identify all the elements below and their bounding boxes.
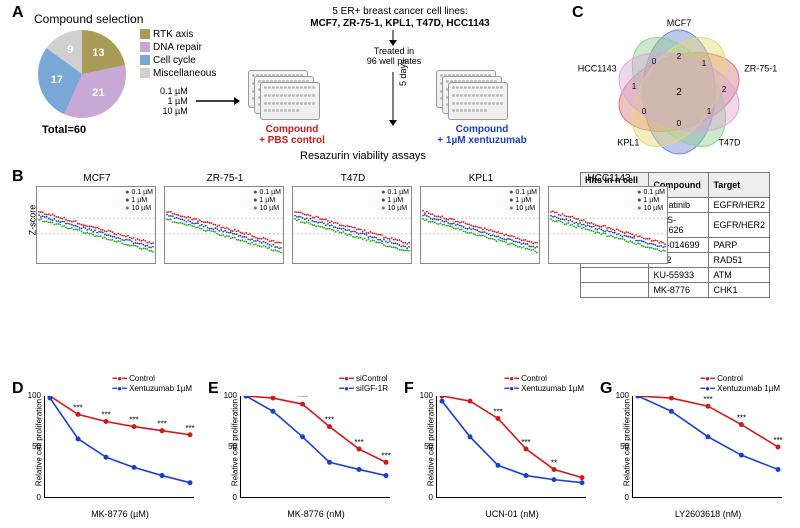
dose-legend: ● 0.1 µM● 1 µM● 10 µM: [125, 189, 153, 213]
plot-title: KPL1: [421, 173, 541, 184]
svg-text:2: 2: [722, 85, 727, 94]
panel-label-f: F: [404, 380, 414, 398]
pie-slice-value: 13: [90, 47, 106, 59]
assay-text: Resazurin viability assays: [300, 150, 426, 162]
svg-text:***: ***: [737, 414, 746, 423]
panel-label-g: G: [600, 380, 612, 398]
panel-label-b: B: [12, 168, 24, 186]
svg-text:***: ***: [325, 416, 334, 425]
pie-slice-value: 9: [62, 44, 78, 56]
y-axis-label: Z-score: [27, 205, 37, 236]
dose-legend: ● 0.1 µM● 1 µM● 10 µM: [253, 189, 281, 213]
svg-text:***: ***: [465, 396, 474, 399]
curve-legend: ━●━ Control━●━ Xentuzumab 1µM: [112, 374, 192, 394]
zscore-plot: ZR-75-1● 0.1 µM● 1 µM● 10 µM: [164, 186, 284, 264]
pie-slice-value: 21: [90, 87, 106, 99]
svg-text:***: ***: [703, 396, 712, 404]
arm2-l2: + 1µM xentuzumab: [437, 135, 526, 146]
svg-text:***: ***: [381, 451, 390, 460]
svg-text:MCF7: MCF7: [667, 18, 692, 28]
svg-text:***: ***: [521, 438, 530, 447]
cell-lines-heading: 5 ER+ breast cancer cell lines:: [270, 6, 530, 17]
arm1-l2: + PBS control: [259, 135, 325, 146]
curve-legend: ━●━ siControl━●━ siIGF-1R: [339, 374, 388, 394]
svg-text:***: ***: [354, 438, 363, 447]
venn-diagram: MCF7 ZR-75-1 T47D KPL1 HCC1143 2 0 1 0 1 2 0 1 2: [574, 14, 784, 164]
svg-text:***: ***: [101, 411, 110, 420]
svg-text:**: **: [551, 458, 557, 467]
svg-text:KPL1: KPL1: [617, 137, 639, 147]
curve-legend: ━●━ Control━●━ Xentuzumab 1µM: [700, 374, 780, 394]
svg-text:1: 1: [632, 82, 637, 91]
dose-legend: ● 0.1 µM● 1 µM● 10 µM: [509, 189, 537, 213]
plot-title: HCC1143: [549, 173, 669, 184]
x-axis-label: MK-8776 (µM): [45, 509, 195, 519]
days-text: 5 days: [398, 59, 408, 86]
zscore-plot: HCC1143● 0.1 µM● 1 µM● 10 µM: [548, 186, 668, 264]
arm1-l1: Compound: [266, 124, 319, 135]
x-axis-label: MK-8776 (nM): [241, 509, 391, 519]
dose-response-plot: Relative cell proliferationUCN-01 (nM)**…: [436, 396, 586, 498]
curve-legend: ━●━ Control━●━ Xentuzumab 1µM: [504, 374, 584, 394]
svg-text:0: 0: [642, 107, 647, 116]
arm1: Compound + PBS control: [252, 124, 332, 146]
panel-label-d: D: [12, 380, 24, 398]
svg-text:T47D: T47D: [719, 137, 742, 147]
arm2-l1: Compound: [456, 124, 509, 135]
dose-legend: ● 0.1 µM● 1 µM● 10 µM: [381, 189, 409, 213]
svg-text:ZR-75-1: ZR-75-1: [744, 64, 777, 74]
cell-lines: MCF7, ZR-75-1, KPL1, T47D, HCC1143: [270, 18, 530, 29]
treated-text: Treated in 96 well plates: [354, 46, 434, 66]
plot-title: ZR-75-1: [165, 173, 285, 184]
svg-text:0: 0: [677, 119, 682, 128]
legend-item: RTK axis: [140, 28, 216, 41]
svg-text:HCC1143: HCC1143: [578, 64, 617, 74]
svg-text:2: 2: [676, 87, 682, 98]
arrow-icon: [196, 96, 240, 106]
plot-title: T47D: [293, 173, 413, 184]
arm2: Compound + 1µM xentuzumab: [432, 124, 532, 146]
pie-legend: RTK axisDNA repairCell cycleMiscellaneou…: [140, 28, 216, 80]
svg-text:0: 0: [652, 57, 657, 66]
pie-slice-value: 17: [49, 74, 65, 86]
dose-response-plot: Relative cell proliferationMK-8776 (nM)*…: [240, 396, 390, 498]
svg-text:***: ***: [493, 407, 502, 416]
plate-icon: [260, 82, 320, 120]
x-axis-label: LY2603618 (nM): [633, 509, 783, 519]
svg-text:***: ***: [298, 396, 307, 402]
doses-text: 0.1 µM 1 µM 10 µM: [160, 86, 188, 116]
plot-title: MCF7: [37, 173, 157, 184]
panel-label-e: E: [208, 380, 219, 398]
dose-response-plot: Relative cell proliferationMK-8776 (µM)*…: [44, 396, 194, 498]
svg-text:1: 1: [702, 59, 707, 68]
zscore-plot: KPL1● 0.1 µM● 1 µM● 10 µM: [420, 186, 540, 264]
zscore-plot: MCF7Z-score● 0.1 µM● 1 µM● 10 µM: [36, 186, 156, 264]
svg-text:***: ***: [73, 403, 82, 412]
arrow-down-icon: [388, 30, 398, 46]
x-axis-label: UCN-01 (nM): [437, 509, 587, 519]
pie-total: Total=60: [42, 124, 86, 136]
arrow-down-icon: [388, 72, 398, 126]
compound-pie: 13 21 17 9: [38, 30, 126, 118]
legend-item: Cell cycle: [140, 54, 216, 67]
panel-label-a: A: [12, 4, 24, 22]
svg-text:***: ***: [773, 436, 782, 445]
dose-legend: ● 0.1 µM● 1 µM● 10 µM: [637, 189, 665, 213]
compound-selection-title: Compound selection: [34, 12, 143, 26]
svg-text:1: 1: [707, 107, 712, 116]
plate-icon: [448, 82, 508, 120]
svg-text:***: ***: [157, 420, 166, 429]
dose-response-plot: Relative cell proliferationLY2603618 (nM…: [632, 396, 782, 498]
legend-item: DNA repair: [140, 41, 216, 54]
svg-text:2: 2: [677, 52, 682, 61]
zscore-plot: T47D● 0.1 µM● 1 µM● 10 µM: [292, 186, 412, 264]
legend-item: Miscellaneous: [140, 67, 216, 80]
svg-text:***: ***: [185, 424, 194, 433]
svg-text:***: ***: [129, 416, 138, 425]
